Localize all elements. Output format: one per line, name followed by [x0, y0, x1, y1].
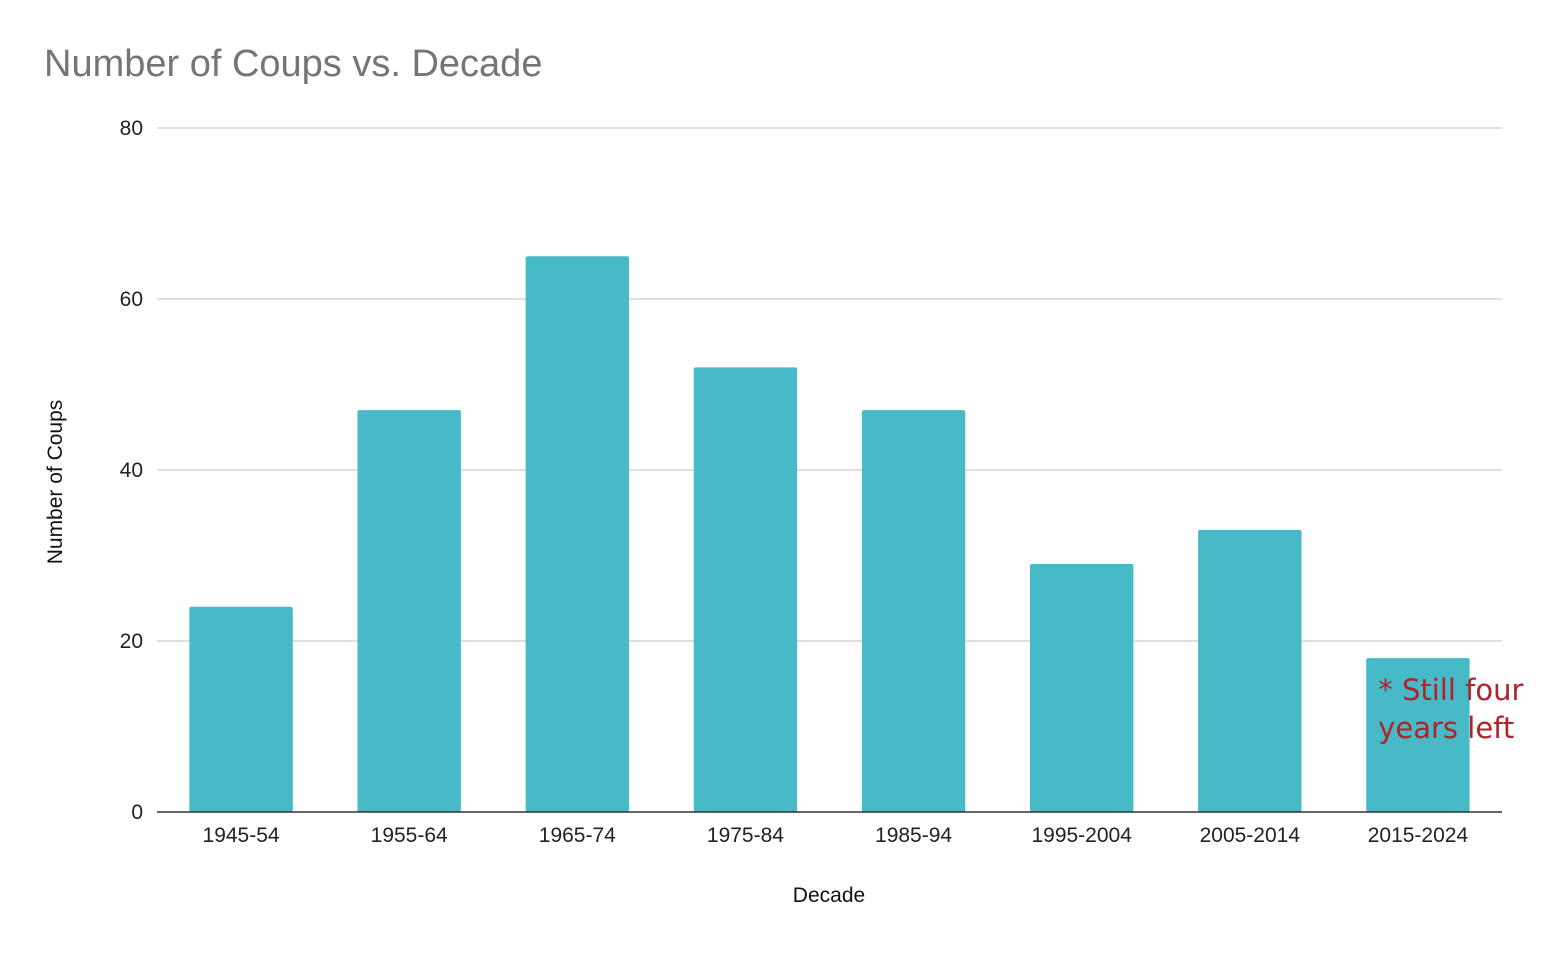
annotation-note: * Still four years left	[1378, 673, 1523, 745]
bar-2005-2014	[1198, 529, 1302, 812]
x-axis-ticks: 1945-54 1955-64 1965-74 1975-84 1985-94 1995-…	[203, 824, 1469, 847]
chart-title: Number of Coups vs. Decade	[44, 43, 542, 85]
bar-1955-64	[357, 410, 461, 812]
bar-1995-2004	[1029, 564, 1134, 812]
x-tick-label: 2015-2024	[1368, 824, 1469, 847]
x-tick-label: 1945-54	[203, 824, 280, 847]
bar-1975-84	[693, 367, 798, 812]
bars	[189, 256, 1470, 812]
y-tick-label: 20	[120, 630, 143, 653]
x-tick-label: 1975-84	[707, 824, 784, 847]
y-tick-label: 40	[120, 459, 143, 482]
x-tick-label: 1965-74	[539, 824, 616, 847]
annotation-line-1: * Still four	[1378, 673, 1523, 707]
x-tick-label: 1955-64	[371, 824, 448, 847]
bar-2015-2024	[1366, 658, 1470, 812]
x-tick-label: 1985-94	[875, 824, 952, 847]
y-tick-label: 80	[120, 117, 143, 140]
annotation-line-2: years left	[1378, 711, 1514, 745]
x-tick-label: 2005-2014	[1200, 824, 1301, 847]
bar-1945-54	[189, 606, 293, 812]
y-tick-label: 0	[131, 801, 143, 824]
bar-1985-94	[861, 410, 966, 812]
y-axis-ticks: 0 20 40 60 80	[120, 117, 143, 824]
x-axis-label: Decade	[793, 884, 865, 907]
y-axis-label: Number of Coups	[44, 400, 67, 565]
x-tick-label: 1995-2004	[1031, 824, 1132, 847]
bar-1965-74	[525, 256, 630, 812]
y-tick-label: 60	[120, 288, 143, 311]
